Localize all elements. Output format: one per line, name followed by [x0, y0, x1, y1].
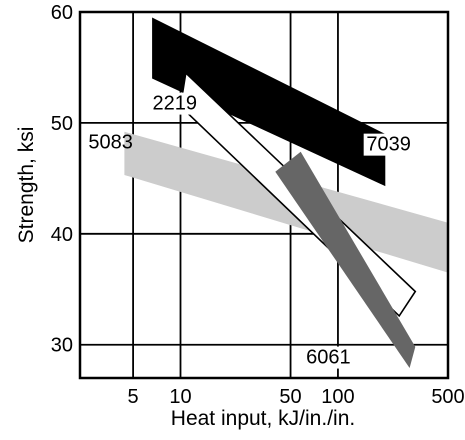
x-axis-label: Heat input, kJ/in./in. [171, 407, 355, 430]
x-tick-label: 100 [321, 386, 354, 408]
x-tick-label: 50 [279, 386, 301, 408]
y-tick-label: 50 [51, 113, 73, 135]
y-tick-label: 40 [51, 224, 73, 246]
band-6061 [275, 151, 416, 368]
series-label-5083: 5083 [88, 131, 133, 153]
band-7039 [152, 17, 386, 187]
y-axis-label: Strength, ksi [15, 127, 38, 244]
data-bands [124, 17, 449, 368]
series-label-2219: 2219 [153, 93, 198, 115]
x-tick-label: 500 [431, 386, 464, 408]
series-label-bg-6061 [303, 346, 354, 369]
x-tick-label: 5 [128, 386, 139, 408]
y-tick-label: 60 [51, 2, 73, 24]
plot-frame [78, 10, 450, 380]
y-tick-label: 30 [51, 335, 73, 357]
x-tick-label: 10 [169, 386, 191, 408]
series-labels: 7039 5083 2219 6061 [88, 92, 414, 369]
series-label-bg-2219 [149, 92, 200, 115]
tick-labels: 5 10 50 100 500 30 40 50 60 [51, 2, 465, 408]
series-label-6061: 6061 [306, 347, 351, 369]
series-label-bg-7039 [363, 133, 414, 156]
series-label-7039: 7039 [366, 134, 411, 156]
